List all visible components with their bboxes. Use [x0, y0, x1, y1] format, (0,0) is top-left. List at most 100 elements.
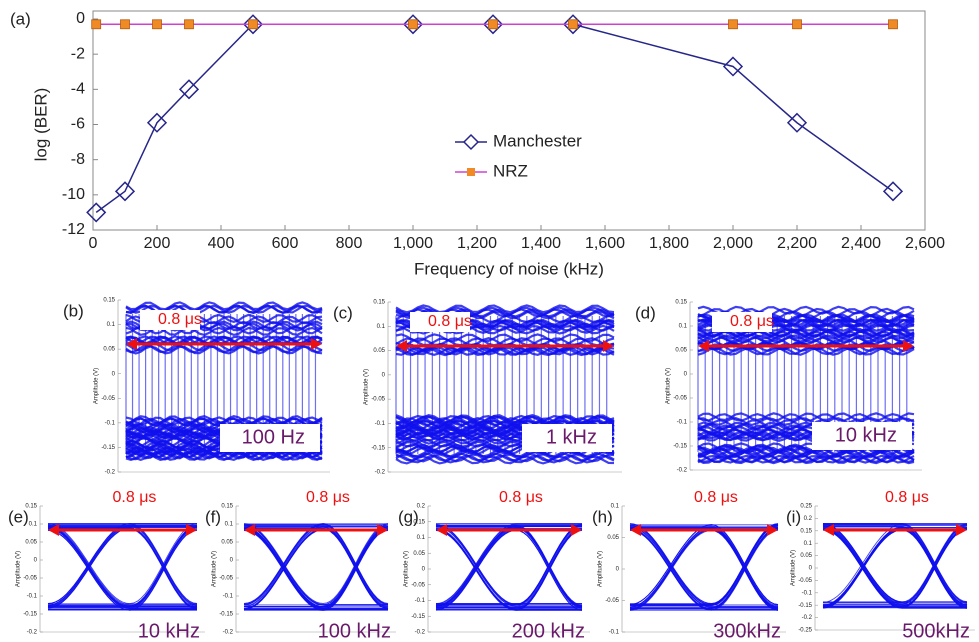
y-tick-label: 0 — [76, 10, 85, 27]
panel-label: (c) — [333, 303, 353, 322]
eye-trace — [630, 524, 778, 604]
eye-trace — [630, 524, 778, 604]
y-tick-label: 0.15 — [373, 300, 385, 306]
y-tick-label: -0.05 — [673, 396, 687, 402]
eye-trace — [630, 524, 778, 604]
annotation: 0.8 μs — [694, 489, 738, 506]
panel-label: (b) — [63, 301, 84, 320]
y-tick-label: -8 — [71, 151, 85, 168]
x-tick-label: 2,000 — [713, 235, 753, 252]
panel-label: (f) — [205, 507, 221, 526]
annotation: 0.8 μs — [306, 489, 350, 506]
y-tick-label: -4 — [71, 81, 85, 98]
panel-label: (g) — [398, 507, 419, 526]
eye-pattern — [244, 524, 388, 611]
y-axis-label: log (BER) — [31, 88, 50, 162]
x-tick-label: 800 — [336, 235, 363, 252]
x-tick-label: 0 — [89, 235, 98, 252]
x-tick-label: 1,600 — [585, 235, 625, 252]
y-axis-label: Amplitude (V) — [598, 551, 604, 587]
frequency-label: 500kHz — [902, 620, 970, 642]
frequency-label: 300kHz — [713, 620, 781, 642]
y-tick-label: -0.05 — [605, 598, 619, 604]
y-tick-label: -0.1 — [223, 594, 234, 600]
y-tick-label: 0.1 — [417, 535, 426, 541]
eye-pattern — [48, 524, 197, 611]
legend-marker — [467, 168, 475, 176]
y-tick-label: -0.05 — [411, 582, 425, 588]
y-tick-label: -0.2 — [375, 470, 386, 476]
eye-trace — [436, 529, 582, 609]
eye-pattern — [436, 524, 582, 611]
y-tick-label: 0.1 — [804, 541, 813, 547]
x-tick-label: 1,400 — [521, 235, 561, 252]
marker — [889, 20, 898, 29]
y-tick-label: -0.15 — [673, 444, 687, 450]
y-tick-label: 0 — [34, 558, 38, 564]
frequency-label: 100 kHz — [318, 620, 391, 642]
eye-trace — [823, 524, 967, 602]
marker — [729, 20, 738, 29]
plot-area — [93, 11, 925, 230]
y-tick-label: -0.15 — [219, 612, 233, 618]
x-tick-label: 600 — [272, 235, 299, 252]
y-tick-label: 0.05 — [800, 553, 812, 559]
frequency-label: 1 kHz — [546, 426, 597, 448]
y-tick-label: 0.15 — [221, 504, 233, 510]
eye-pattern — [630, 524, 778, 611]
y-tick-label: 0 — [422, 567, 426, 573]
series-line — [96, 24, 893, 212]
eye-trace — [126, 302, 322, 309]
y-tick-label: -0.15 — [23, 612, 37, 618]
annotation: 0.8 μs — [730, 313, 774, 330]
y-tick-label: -0.1 — [375, 421, 386, 427]
eye-trace — [436, 530, 582, 610]
eye-pattern — [823, 524, 967, 609]
eye-trace — [823, 524, 967, 602]
y-tick-label: -10 — [62, 186, 85, 203]
x-tick-label: 200 — [144, 235, 171, 252]
eye-trace — [436, 529, 582, 609]
x-tick-label: 1,000 — [393, 235, 433, 252]
legend-label: Manchester — [493, 131, 582, 150]
y-tick-label: -0.15 — [411, 614, 425, 620]
y-tick-label: 0.05 — [221, 540, 233, 546]
y-tick-label: 0.05 — [103, 347, 115, 353]
y-tick-label: -6 — [71, 116, 85, 133]
panel-label: (e) — [8, 507, 29, 526]
eye-trace — [823, 524, 967, 602]
y-tick-label: 0.05 — [373, 348, 385, 354]
marker — [121, 20, 130, 29]
eye-trace — [823, 524, 967, 602]
y-tick-label: -0.2 — [105, 470, 116, 476]
y-axis-label: Amplitude (V) — [404, 551, 410, 587]
eye-trace — [436, 529, 582, 609]
panel-label: (i) — [786, 507, 801, 526]
y-axis-label: Amplitude (V) — [364, 369, 370, 405]
eye-trace — [823, 524, 967, 602]
y-tick-label: -0.15 — [101, 445, 115, 451]
y-tick-label: 0.05 — [413, 551, 425, 557]
eye-trace — [436, 530, 582, 610]
marker — [92, 20, 101, 29]
y-tick-label: 0 — [809, 566, 813, 572]
frequency-label: 100 Hz — [242, 426, 305, 448]
panel-label: (h) — [592, 507, 613, 526]
y-tick-label: -0.05 — [23, 576, 37, 582]
y-tick-label: 0 — [230, 558, 234, 564]
y-tick-label: -0.2 — [802, 615, 813, 621]
marker — [153, 20, 162, 29]
eye-trace — [823, 524, 967, 602]
marker — [569, 20, 578, 29]
y-tick-label: -0.1 — [677, 420, 688, 426]
frequency-label: 200 kHz — [512, 620, 585, 642]
y-tick-label: -0.2 — [415, 630, 426, 636]
y-tick-label: 0.05 — [675, 348, 687, 354]
annotation: 0.8 μs — [499, 489, 543, 506]
marker — [249, 20, 258, 29]
eye-trace — [436, 530, 582, 610]
annotation: 0.8 μs — [113, 489, 157, 506]
y-axis-label: Amplitude (V) — [16, 551, 22, 587]
y-tick-label: -0.15 — [798, 603, 812, 609]
annotation: 0.8 μs — [428, 313, 472, 330]
